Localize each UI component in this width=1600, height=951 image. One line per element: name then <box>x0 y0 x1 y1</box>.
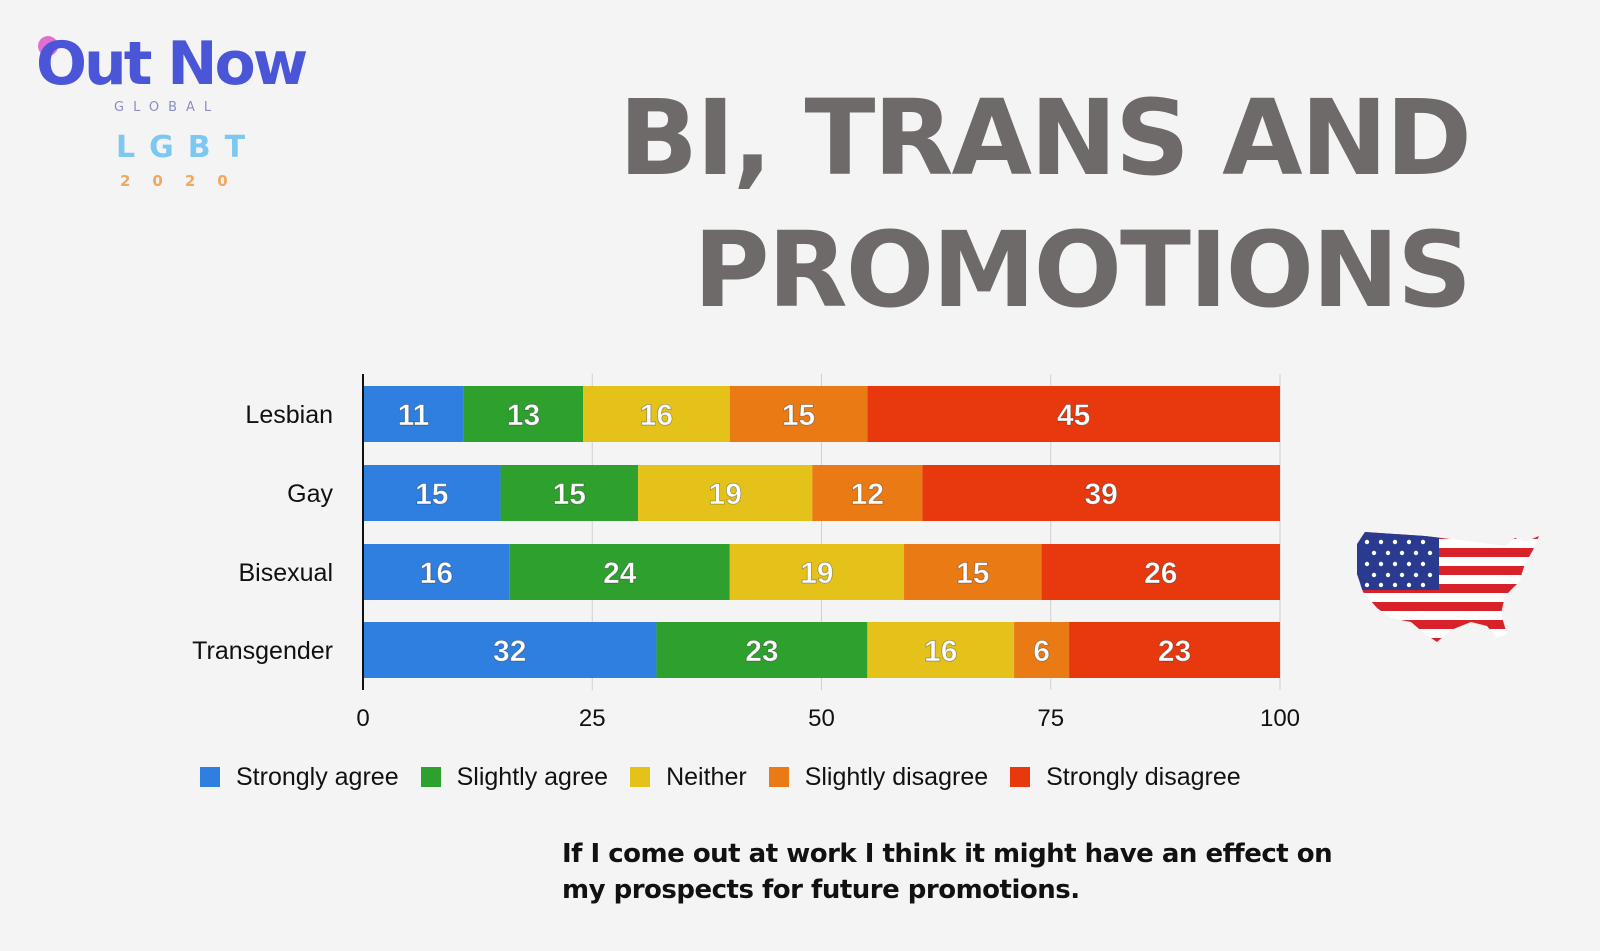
bar-bisexual-4 <box>1041 544 1280 600</box>
data-label-lesbian-4: 45 <box>1057 399 1090 432</box>
data-label-transgender-2: 16 <box>924 635 957 668</box>
data-label-lesbian-2: 16 <box>640 399 673 432</box>
data-label-gay-0: 15 <box>415 478 448 511</box>
legend-swatch-1 <box>420 767 441 787</box>
legend-swatch-4 <box>1010 767 1031 787</box>
legend-swatch-2 <box>630 767 651 787</box>
bar-gay-4 <box>922 465 1280 521</box>
logo-brand: Out Now <box>36 29 308 99</box>
x-tick-label-50: 50 <box>808 705 835 732</box>
category-label-transgender: Transgender <box>192 637 333 665</box>
data-label-gay-1: 15 <box>553 478 586 511</box>
bar-lesbian-0 <box>363 386 464 442</box>
bar-transgender-2 <box>867 622 1015 678</box>
data-label-lesbian-1: 13 <box>507 399 540 432</box>
legend-item-1: Slightly agree <box>420 762 609 792</box>
chart-caption: If I come out at work I think it might h… <box>562 839 1333 905</box>
bar-transgender-1 <box>656 622 868 678</box>
bar-bisexual-0 <box>363 544 510 600</box>
legend-label-4: Strongly disagree <box>1046 762 1241 791</box>
legend-swatch-0 <box>200 767 220 787</box>
bar-lesbian-4 <box>867 386 1280 442</box>
logo-sub: GLOBAL <box>114 100 221 115</box>
bar-gay-3 <box>812 465 923 521</box>
legend-label-1: Slightly agree <box>456 762 609 791</box>
data-label-bisexual-0: 16 <box>420 557 453 590</box>
x-tick-label-100: 100 <box>1260 705 1300 732</box>
data-label-bisexual-4: 26 <box>1144 557 1177 590</box>
data-label-transgender-3: 6 <box>1033 635 1050 668</box>
bar-transgender-0 <box>363 622 657 678</box>
legend-label-0: Strongly agree <box>236 762 399 791</box>
bar-gay-1 <box>500 465 639 521</box>
category-label-gay: Gay <box>287 480 333 508</box>
bar-bisexual-1 <box>509 544 730 600</box>
bar-transgender-3 <box>1014 622 1070 678</box>
data-label-bisexual-2: 19 <box>800 557 833 590</box>
data-label-bisexual-1: 24 <box>603 557 637 590</box>
x-tick-label-0: 0 <box>356 705 369 732</box>
category-label-lesbian: Lesbian <box>245 401 333 429</box>
data-label-transgender-1: 23 <box>745 635 778 668</box>
data-label-gay-4: 39 <box>1084 478 1117 511</box>
data-label-lesbian-0: 11 <box>398 399 430 432</box>
bar-gay-0 <box>363 465 501 521</box>
bar-transgender-4 <box>1069 622 1280 678</box>
legend-item-4: Strongly disagree <box>1010 763 1241 792</box>
bar-bisexual-2 <box>729 544 905 600</box>
category-label-bisexual: Bisexual <box>239 559 334 587</box>
bar-lesbian-1 <box>463 386 584 442</box>
bar-lesbian-3 <box>729 386 868 442</box>
x-tick-label-25: 25 <box>579 705 606 732</box>
data-label-bisexual-3: 15 <box>956 557 989 590</box>
chart-legend: Strongly agree Slightly agree Neither Sligh… <box>200 760 1320 794</box>
data-label-gay-2: 19 <box>709 478 742 511</box>
data-label-gay-3: 12 <box>851 478 884 511</box>
logo-year: 2020 <box>120 172 250 190</box>
legend-label-2: Neither <box>666 762 747 791</box>
data-label-transgender-0: 32 <box>493 635 526 668</box>
bar-bisexual-3 <box>904 544 1042 600</box>
legend-swatch-3 <box>768 767 789 787</box>
legend-item-2: Neither <box>630 763 747 792</box>
legend-item-0: Strongly agree <box>200 763 399 792</box>
bar-gay-2 <box>638 465 813 521</box>
page-title: BI, TRANS AND PROMOTIONS <box>618 77 1472 331</box>
legend-label-3: Slightly disagree <box>804 762 989 791</box>
x-tick-label-75: 75 <box>1037 705 1064 732</box>
usa-flag-map-icon <box>1357 532 1539 642</box>
logo-tag: LGBT <box>116 130 260 165</box>
data-label-transgender-4: 23 <box>1158 635 1191 668</box>
out-now-logo: Out Now GLOBAL LGBT 2020 <box>34 29 336 204</box>
bar-lesbian-2 <box>583 386 730 442</box>
data-label-lesbian-3: 15 <box>782 399 815 432</box>
legend-item-3: Slightly disagree <box>768 762 989 792</box>
